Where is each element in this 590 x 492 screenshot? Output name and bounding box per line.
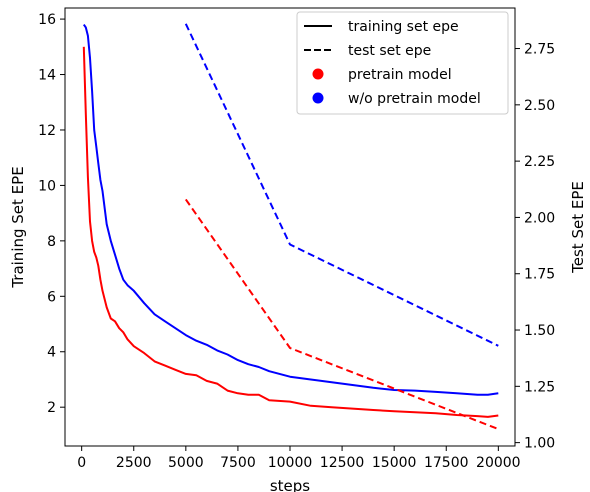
y-axis-left: 2 4 6 8 10 12 14 16 bbox=[38, 12, 65, 416]
x-tick-label: 20000 bbox=[476, 455, 521, 471]
y-right-tick-label: 1.75 bbox=[524, 267, 555, 283]
y-right-tick-label: 2.00 bbox=[524, 210, 555, 226]
x-tick-label: 0 bbox=[77, 455, 86, 471]
legend-blue-dot-icon bbox=[312, 92, 324, 104]
legend-red-dot-icon bbox=[312, 68, 324, 80]
test-epe-line-2 bbox=[184, 198, 499, 431]
y-right-tick-label: 2.50 bbox=[524, 98, 555, 114]
x-tick-label: 7500 bbox=[220, 455, 256, 471]
y-right-tick-label: 2.75 bbox=[524, 42, 555, 58]
training-epe-line-1 bbox=[82, 24, 499, 396]
y-left-tick-label: 16 bbox=[38, 12, 56, 28]
y-right-tick-label: 2.25 bbox=[524, 154, 555, 170]
x-axis-label: steps bbox=[270, 477, 310, 492]
y-left-tick-label: 10 bbox=[38, 178, 56, 194]
y-right-tick-label: 1.50 bbox=[524, 323, 555, 339]
y-left-tick-label: 2 bbox=[47, 400, 56, 416]
y-axis-left-label: Training Set EPE bbox=[9, 166, 27, 288]
y-left-tick-label: 14 bbox=[38, 68, 56, 84]
y-left-tick-label: 4 bbox=[47, 345, 56, 361]
test-epe-line-3 bbox=[184, 23, 499, 347]
legend: training set epe test set epe pretrain m… bbox=[296, 11, 509, 115]
y-left-tick-label: 12 bbox=[38, 123, 56, 139]
legend-frame bbox=[296, 11, 509, 115]
y-right-tick-label: 1.25 bbox=[524, 379, 555, 395]
legend-label-pretrain: pretrain model bbox=[348, 67, 452, 83]
y-right-tick-label: 1.00 bbox=[524, 436, 555, 452]
x-axis: 0 2500 5000 7500 10000 12500 15000 17500 20000 bbox=[77, 446, 521, 471]
y-axis-right-label: Test Set EPE bbox=[569, 181, 587, 274]
x-tick-label: 15000 bbox=[372, 455, 417, 471]
y-axis-right: 1.00 1.25 1.50 1.75 2.00 2.25 2.50 2.75 bbox=[515, 42, 555, 452]
x-tick-label: 5000 bbox=[168, 455, 204, 471]
y-left-tick-label: 6 bbox=[47, 289, 56, 305]
x-tick-label: 17500 bbox=[424, 455, 469, 471]
series-layer bbox=[82, 23, 499, 431]
legend-label-no-pretrain: w/o pretrain model bbox=[348, 91, 481, 107]
training-epe-line-0 bbox=[82, 46, 499, 418]
x-tick-label: 10000 bbox=[268, 455, 313, 471]
x-tick-label: 12500 bbox=[320, 455, 365, 471]
legend-label-test-epe: test set epe bbox=[348, 43, 431, 59]
y-left-tick-label: 8 bbox=[47, 234, 56, 250]
x-tick-label: 2500 bbox=[116, 455, 152, 471]
legend-label-training-epe: training set epe bbox=[348, 19, 459, 35]
